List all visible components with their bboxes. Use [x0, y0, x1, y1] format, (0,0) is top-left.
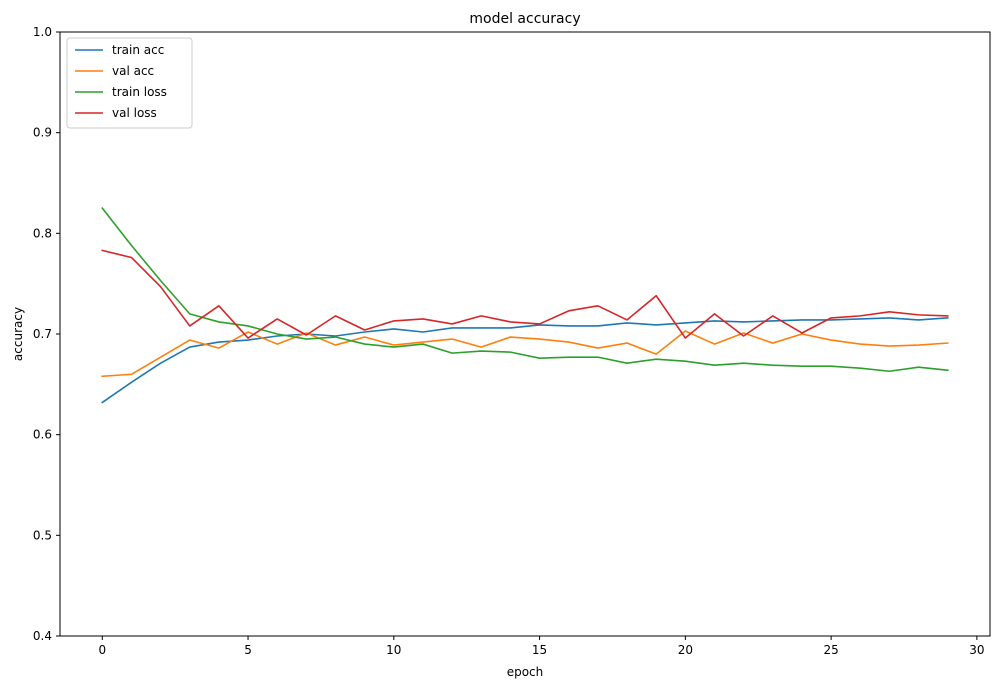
y-tick-label: 0.6	[33, 428, 52, 442]
series-lines	[101, 207, 949, 404]
x-tick-label: 15	[532, 643, 547, 657]
series-line-val-loss	[101, 249, 949, 339]
x-tick-label: 20	[678, 643, 693, 657]
series-line-train-acc	[101, 317, 949, 404]
y-axis-label: accuracy	[11, 307, 25, 361]
y-tick-label: 0.8	[33, 226, 52, 240]
legend-entry-label: train acc	[112, 43, 164, 57]
series-line-train-loss	[101, 207, 949, 373]
legend-box	[66, 37, 193, 129]
chart-title: model accuracy	[469, 11, 580, 27]
series-line-val-acc	[101, 330, 949, 378]
x-axis: 0 5 10 15 20 25 30	[98, 636, 985, 657]
x-tick-label: 30	[969, 643, 984, 657]
x-tick-label: 0	[98, 643, 106, 657]
x-tick-label: 5	[244, 643, 252, 657]
legend-entry-label: val acc	[112, 64, 154, 78]
y-axis: 0.4 0.5 0.6 0.7 0.8 0.9 1.0	[33, 25, 60, 643]
plot-frame	[59, 31, 991, 637]
y-tick-label: 1.0	[33, 25, 52, 39]
y-tick-label: 0.5	[33, 528, 52, 542]
legend-entry-label: val loss	[112, 106, 157, 120]
x-tick-label: 10	[386, 643, 401, 657]
legend-entry-label: train loss	[112, 85, 167, 99]
x-tick-label: 25	[823, 643, 838, 657]
y-tick-label: 0.9	[33, 126, 52, 140]
x-axis-label: epoch	[507, 665, 544, 679]
legend: train acc val acc train loss val loss	[66, 37, 193, 129]
y-tick-label: 0.4	[33, 629, 52, 643]
y-tick-label: 0.7	[33, 327, 52, 341]
